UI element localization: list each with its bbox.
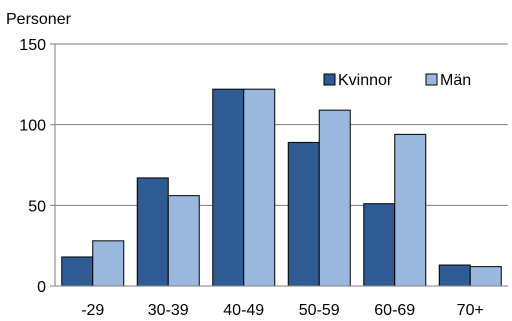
bar-kvinnor-4049	[212, 88, 245, 287]
x-tick-label: 40-49	[223, 302, 264, 319]
bar-kvinnor-29	[61, 256, 94, 287]
bar-m-n-5059	[318, 109, 351, 287]
legend-label: Män	[440, 72, 471, 89]
y-axis-label: Personer	[6, 11, 72, 28]
y-tick-label: 50	[28, 198, 46, 215]
y-tick-label: 100	[19, 118, 46, 135]
bar-m-n-6069	[394, 133, 427, 287]
x-tick-label: 50-59	[299, 302, 340, 319]
bar-m-n-3039	[167, 195, 200, 287]
bar-m-n-70	[469, 266, 502, 287]
legend-label: Kvinnor	[338, 72, 393, 89]
bar-kvinnor-3039	[136, 177, 169, 287]
x-tick-label: 30-39	[148, 302, 189, 319]
gridlines	[50, 43, 508, 287]
legend-swatch	[323, 73, 336, 86]
bar-m-n-29	[92, 240, 125, 287]
bar-kvinnor-5059	[287, 141, 320, 287]
bar-kvinnor-6069	[363, 203, 396, 287]
x-tick-label: 60-69	[374, 302, 415, 319]
x-tick-label: -29	[81, 302, 104, 319]
legend: Kvinnor Män	[323, 72, 471, 89]
y-tick-label: 0	[37, 279, 46, 296]
legend-swatch	[425, 73, 438, 86]
bar-kvinnor-70	[438, 264, 471, 287]
bar-m-n-4049	[243, 88, 276, 287]
bars	[61, 88, 502, 287]
axes	[54, 44, 508, 287]
y-tick-label: 150	[19, 37, 46, 54]
y-tick-labels: 0 50 100 150	[19, 37, 46, 296]
x-tick-label: 70+	[457, 302, 484, 319]
x-tick-labels: -29 30-39 40-49 50-59 60-69 70+	[81, 302, 484, 319]
